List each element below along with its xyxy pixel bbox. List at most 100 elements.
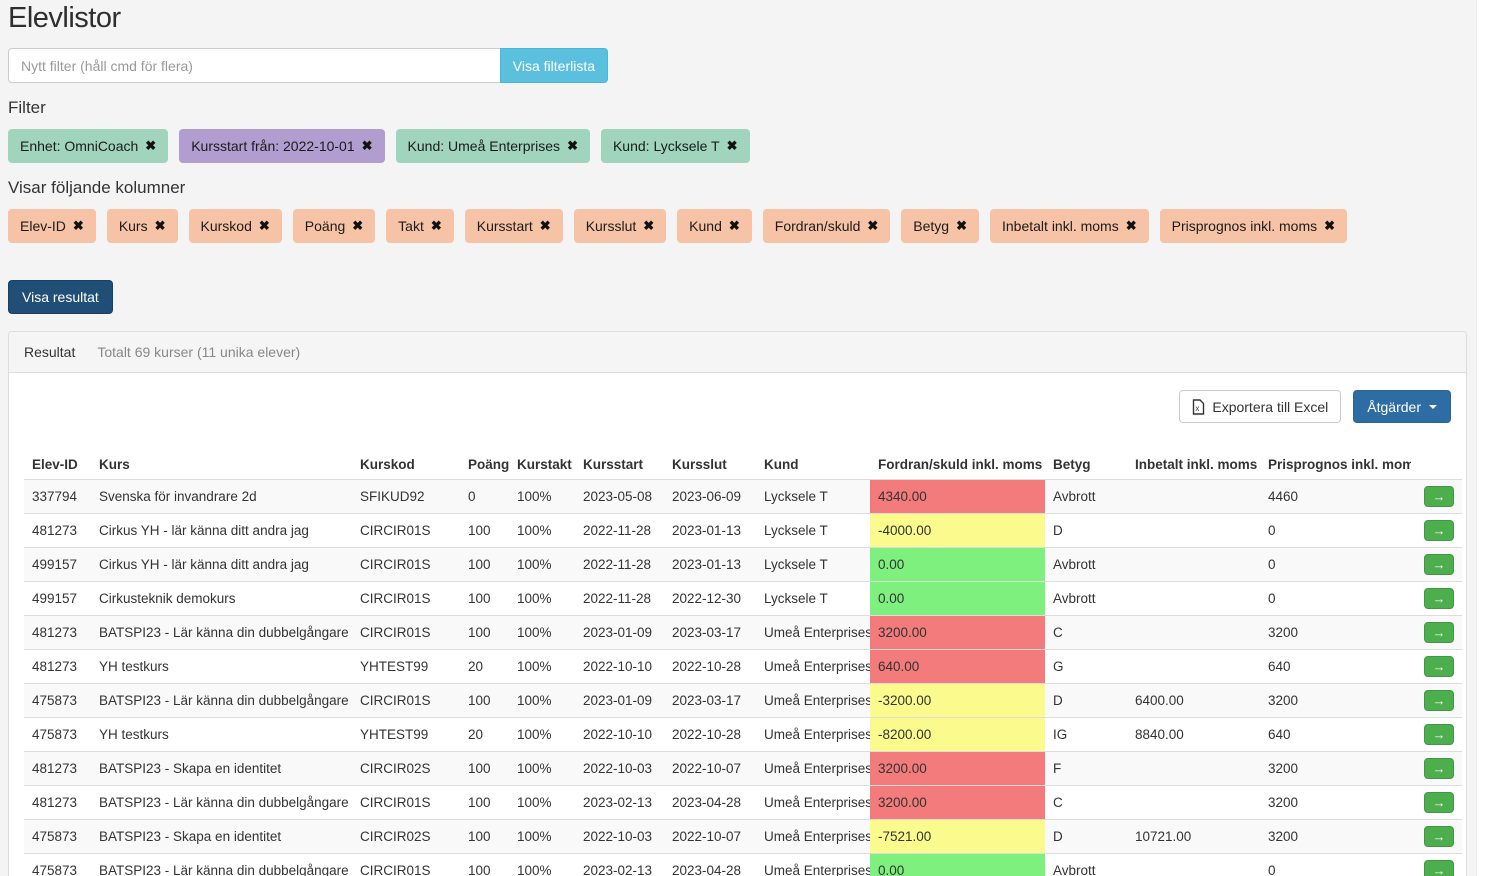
export-excel-button[interactable]: x Exportera till Excel xyxy=(1179,390,1342,423)
row-open-button[interactable]: → xyxy=(1424,860,1454,876)
cell-kursstart: 2023-01-09 xyxy=(575,683,664,718)
remove-icon[interactable]: ✖ xyxy=(728,218,740,233)
remove-icon[interactable]: ✖ xyxy=(567,138,578,153)
column-tag: Kurs ✖ xyxy=(106,209,178,243)
column-tag: Kund ✖ xyxy=(677,209,752,243)
cell-kursstart: 2022-10-10 xyxy=(575,649,664,684)
cell-kurskod: CIRCIR02S xyxy=(352,819,460,854)
cell-fordran: 640.00 xyxy=(870,649,1045,684)
row-open-button[interactable]: → xyxy=(1424,758,1454,779)
cell-kursstart: 2022-10-10 xyxy=(575,717,664,752)
remove-icon[interactable]: ✖ xyxy=(154,218,166,233)
cell-action: → xyxy=(1411,785,1462,820)
filter-tag-label: Enhet: OmniCoach xyxy=(20,138,139,154)
column-tag-label: Kursstart xyxy=(476,218,533,234)
cell-kurstakt: 100% xyxy=(509,513,575,548)
new-filter-input[interactable] xyxy=(8,48,500,83)
filter-tag-label: Kursstart från: 2022-10-01 xyxy=(191,138,355,154)
row-open-button[interactable]: → xyxy=(1424,588,1454,609)
remove-icon[interactable]: ✖ xyxy=(1125,218,1137,233)
cell-poang: 100 xyxy=(460,547,509,582)
row-open-button[interactable]: → xyxy=(1424,690,1454,711)
column-tag: Betyg ✖ xyxy=(901,209,979,243)
remove-icon[interactable]: ✖ xyxy=(867,218,879,233)
remove-icon[interactable]: ✖ xyxy=(643,218,655,233)
cell-poang: 0 xyxy=(460,479,509,514)
page-scrollbar[interactable] xyxy=(1476,0,1485,876)
column-header: Kund xyxy=(756,450,870,480)
remove-icon[interactable]: ✖ xyxy=(726,138,738,153)
cell-action: → xyxy=(1411,853,1462,876)
arrow-right-icon: → xyxy=(1432,591,1446,606)
arrow-right-icon: → xyxy=(1432,625,1446,640)
cell-kursstart: 2023-05-08 xyxy=(575,479,664,514)
cell-action: → xyxy=(1411,751,1462,786)
cell-kund: Umeå Enterprises xyxy=(756,717,870,752)
cell-poang: 100 xyxy=(460,683,509,718)
arrow-right-icon: → xyxy=(1432,761,1446,776)
column-header: Prisprognos inkl. moms xyxy=(1260,450,1411,480)
cell-kund: Umeå Enterprises xyxy=(756,751,870,786)
cell-kurstakt: 100% xyxy=(509,683,575,718)
row-open-button[interactable]: → xyxy=(1424,622,1454,643)
filter-tag-label: Kund: Lycksele T xyxy=(612,138,720,154)
cell-betyg: D xyxy=(1045,513,1127,548)
cell-kund: Lycksele T xyxy=(756,479,870,514)
filter-tag: Kursstart från: 2022-10-01 ✖ xyxy=(179,129,385,163)
row-open-button[interactable]: → xyxy=(1424,520,1454,541)
row-open-button[interactable]: → xyxy=(1424,554,1454,575)
cell-kursslut: 2022-12-30 xyxy=(664,581,756,616)
cell-kursslut: 2023-04-28 xyxy=(664,853,756,876)
results-table: Elev-ID Kurs Kurskod Poäng Kurstakt Kursstart… xyxy=(24,450,1462,876)
column-header-actions xyxy=(1411,450,1462,480)
cell-prisprognos: 0 xyxy=(1260,547,1411,582)
show-filterlist-button[interactable]: Visa filterlista xyxy=(499,48,608,83)
arrow-right-icon: → xyxy=(1432,829,1446,844)
cell-kurstakt: 100% xyxy=(509,853,575,876)
actions-dropdown-button[interactable]: Åtgärder xyxy=(1353,390,1451,423)
cell-elev-id: 481273 xyxy=(24,513,91,548)
cell-kursstart: 2023-01-09 xyxy=(575,615,664,650)
show-results-button[interactable]: Visa resultat xyxy=(8,280,113,314)
cell-kund: Umeå Enterprises xyxy=(756,649,870,684)
cell-kund: Lycksele T xyxy=(756,513,870,548)
arrow-right-icon: → xyxy=(1432,557,1446,572)
row-open-button[interactable]: → xyxy=(1424,826,1454,847)
arrow-right-icon: → xyxy=(1432,693,1446,708)
remove-icon[interactable]: ✖ xyxy=(352,218,364,233)
column-tag-label: Kurs xyxy=(118,218,148,234)
cell-elev-id: 499157 xyxy=(24,581,91,616)
cell-poang: 100 xyxy=(460,819,509,854)
remove-icon[interactable]: ✖ xyxy=(956,218,967,233)
row-open-button[interactable]: → xyxy=(1424,792,1454,813)
cell-poang: 100 xyxy=(460,853,509,876)
cell-prisprognos: 3200 xyxy=(1260,785,1411,820)
row-open-button[interactable]: → xyxy=(1424,486,1454,507)
cell-action: → xyxy=(1411,479,1462,514)
results-panel-body: x Exportera till Excel Åtgärder E xyxy=(9,373,1466,876)
cell-kund: Lycksele T xyxy=(756,581,870,616)
cell-kurskod: CIRCIR01S xyxy=(352,547,460,582)
remove-icon[interactable]: ✖ xyxy=(72,218,84,233)
table-row: 481273 Cirkus YH - lär känna ditt andra … xyxy=(24,513,1462,548)
remove-icon[interactable]: ✖ xyxy=(361,138,373,153)
cell-kund: Umeå Enterprises xyxy=(756,819,870,854)
cell-kurstakt: 100% xyxy=(509,615,575,650)
filter-section-heading: Filter xyxy=(8,98,46,117)
row-open-button[interactable]: → xyxy=(1424,724,1454,745)
table-row: 475873 BATSPI23 - Skapa en identitet CIR… xyxy=(24,819,1462,854)
cell-poang: 20 xyxy=(460,649,509,684)
row-open-button[interactable]: → xyxy=(1424,656,1454,677)
cell-kursslut: 2023-03-17 xyxy=(664,615,756,650)
remove-icon[interactable]: ✖ xyxy=(145,138,157,153)
remove-icon[interactable]: ✖ xyxy=(258,218,270,233)
cell-kund: Umeå Enterprises xyxy=(756,785,870,820)
remove-icon[interactable]: ✖ xyxy=(1324,218,1336,233)
cell-kurstakt: 100% xyxy=(509,785,575,820)
remove-icon[interactable]: ✖ xyxy=(430,218,442,233)
results-tab-label[interactable]: Resultat xyxy=(24,344,76,360)
cell-action: → xyxy=(1411,683,1462,718)
cell-fordran: -8200.00 xyxy=(870,717,1045,752)
remove-icon[interactable]: ✖ xyxy=(539,218,551,233)
